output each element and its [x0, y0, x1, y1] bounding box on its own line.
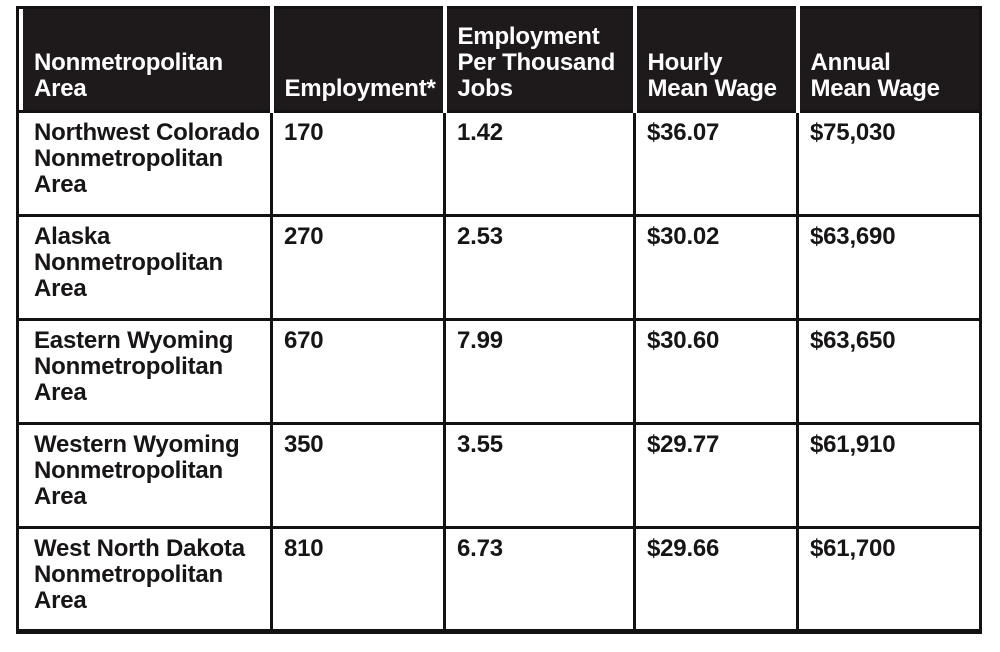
annual-mean-wage-cell: $75,030 [796, 110, 982, 217]
hourly-mean-wage-cell: $29.77 [633, 422, 799, 529]
area-name-line: Nonmetropolitan [34, 353, 223, 380]
hourly-mean-wage-cell: $36.07 [633, 110, 799, 217]
area-name-line: Area [34, 483, 87, 510]
header-line: Hourly [647, 49, 723, 76]
employment-cell: 270 [270, 214, 446, 321]
area-name-cell: Western Wyoming Nonmetropolitan Area [16, 422, 273, 529]
area-name-cell: Northwest Colorado Nonmetropolitan Area [16, 110, 273, 217]
employment-cell: 350 [270, 422, 446, 529]
area-name-line: Nonmetropolitan [34, 561, 223, 588]
employment-cell: 670 [270, 318, 446, 425]
employment-per-thousand-jobs-cell: 1.42 [443, 110, 636, 217]
area-name-line: Area [34, 171, 87, 198]
header-line: Jobs [457, 75, 513, 102]
area-name-line: Nonmetropolitan [34, 145, 223, 172]
annual-mean-wage-cell: $61,700 [796, 526, 982, 633]
table-row-northwest-colorado: Northwest Colorado Nonmetropolitan Area … [16, 110, 982, 217]
annual-mean-wage-cell: $63,650 [796, 318, 982, 425]
table-row-alaska: Alaska Nonmetropolitan Area 270 2.53 $30… [16, 214, 982, 321]
area-name-line: Western Wyoming [34, 431, 240, 458]
header-line: Per Thousand [457, 49, 616, 76]
annual-mean-wage-cell: $63,690 [796, 214, 982, 321]
table-row-western-wyoming: Western Wyoming Nonmetropolitan Area 350… [16, 422, 982, 529]
area-name-line: Eastern Wyoming [34, 327, 234, 354]
table-header-row: Nonmetropolitan Area Employment* Employm… [17, 7, 981, 113]
area-name-cell: Eastern Wyoming Nonmetropolitan Area [16, 318, 273, 425]
area-name-line: Area [34, 379, 87, 406]
hourly-mean-wage-cell: $30.02 [633, 214, 799, 321]
annual-mean-wage-cell: $61,910 [796, 422, 982, 529]
header-line: Nonmetropolitan [34, 49, 223, 76]
employment-cell: 170 [270, 110, 446, 217]
nonmetropolitan-area-wage-table: Nonmetropolitan Area Employment* Employm… [16, 6, 982, 634]
header-cell-employment: Employment* [269, 7, 445, 113]
area-name-line: Area [34, 587, 87, 614]
area-name-line: West North Dakota [34, 535, 245, 562]
hourly-mean-wage-cell: $30.60 [633, 318, 799, 425]
area-name-line: Alaska [34, 223, 111, 250]
area-name-line: Nonmetropolitan [34, 457, 223, 484]
header-line: Mean Wage [647, 75, 778, 102]
header-line: Employment [457, 23, 600, 50]
area-name-cell: Alaska Nonmetropolitan Area [16, 214, 273, 321]
area-name-line: Area [34, 275, 87, 302]
header-cell-nonmetropolitan-area: Nonmetropolitan Area [17, 7, 272, 113]
area-name-line: Nonmetropolitan [34, 249, 223, 276]
table-row-eastern-wyoming: Eastern Wyoming Nonmetropolitan Area 670… [16, 318, 982, 425]
header-line: Mean Wage [810, 75, 941, 102]
header-line: Annual [810, 49, 891, 76]
employment-cell: 810 [270, 526, 446, 633]
employment-per-thousand-jobs-cell: 2.53 [443, 214, 636, 321]
header-line: Employment* [284, 75, 436, 102]
employment-per-thousand-jobs-cell: 6.73 [443, 526, 636, 633]
table-row-west-north-dakota: West North Dakota Nonmetropolitan Area 8… [16, 526, 982, 633]
header-cell-hourly-mean-wage: Hourly Mean Wage [632, 7, 798, 113]
hourly-mean-wage-cell: $29.66 [633, 526, 799, 633]
area-name-line: Northwest Colorado [34, 119, 260, 146]
employment-per-thousand-jobs-cell: 3.55 [443, 422, 636, 529]
header-line: Area [34, 75, 87, 102]
employment-per-thousand-jobs-cell: 7.99 [443, 318, 636, 425]
header-cell-annual-mean-wage: Annual Mean Wage [795, 7, 981, 113]
header-cell-employment-per-thousand-jobs: Employment Per Thousand Jobs [442, 7, 635, 113]
area-name-cell: West North Dakota Nonmetropolitan Area [16, 526, 273, 633]
